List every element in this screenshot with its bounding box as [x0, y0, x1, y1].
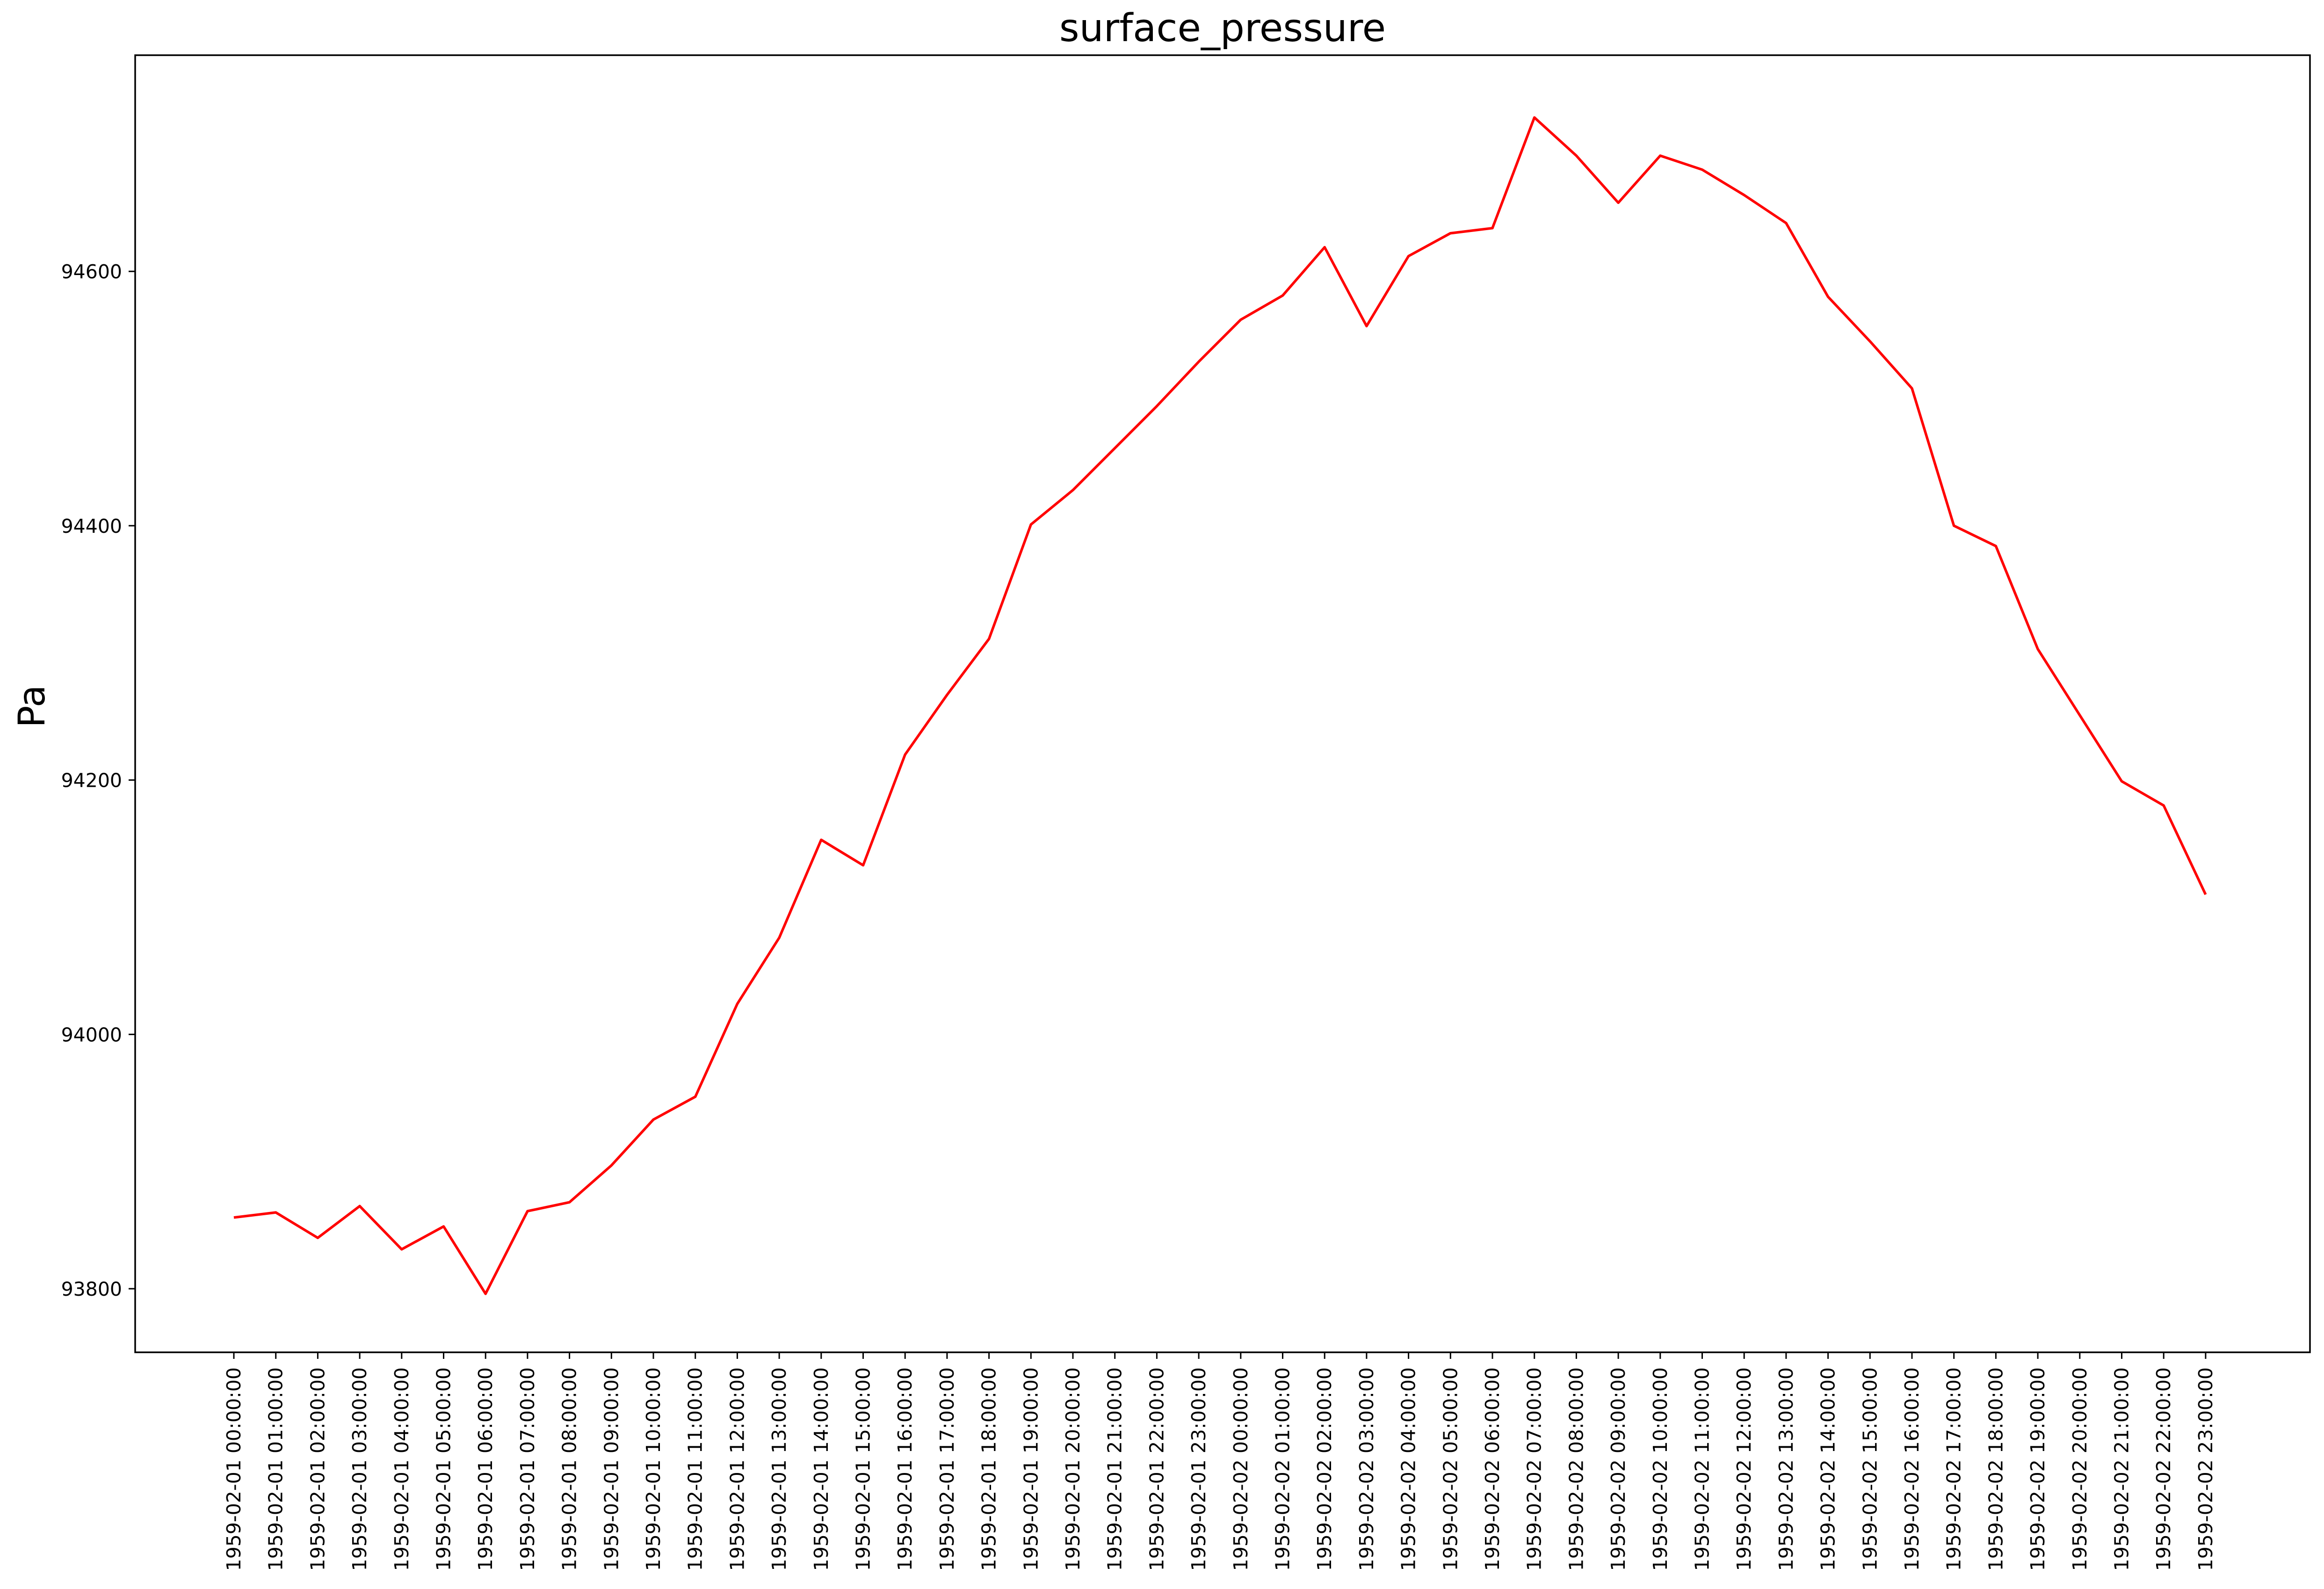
x-tick-label: 1959-02-01 23:00:00	[1187, 1367, 1210, 1571]
x-tick-label: 1959-02-02 08:00:00	[1565, 1367, 1587, 1571]
x-tick-label: 1959-02-02 17:00:00	[1943, 1367, 1965, 1571]
x-tick-label: 1959-02-02 19:00:00	[2027, 1367, 2049, 1571]
x-tick-label: 1959-02-02 21:00:00	[2111, 1367, 2133, 1571]
x-tick-label: 1959-02-01 18:00:00	[978, 1367, 1000, 1571]
x-tick-label: 1959-02-02 14:00:00	[1817, 1367, 1839, 1571]
x-tick-label: 1959-02-01 17:00:00	[936, 1367, 958, 1571]
x-tick-label: 1959-02-02 15:00:00	[1859, 1367, 1881, 1571]
x-tick-label: 1959-02-01 12:00:00	[726, 1367, 748, 1571]
x-tick-label: 1959-02-02 11:00:00	[1691, 1367, 1714, 1571]
x-tick-label: 1959-02-01 06:00:00	[474, 1367, 497, 1571]
x-tick-label: 1959-02-01 16:00:00	[894, 1367, 916, 1571]
series-line	[233, 116, 2207, 1295]
x-tick-label: 1959-02-01 08:00:00	[558, 1367, 581, 1571]
x-tick-label: 1959-02-01 21:00:00	[1104, 1367, 1126, 1571]
x-tick-label: 1959-02-02 07:00:00	[1523, 1367, 1546, 1571]
x-tick-label: 1959-02-02 18:00:00	[1984, 1367, 2007, 1571]
x-tick-label: 1959-02-01 14:00:00	[810, 1367, 833, 1571]
x-tick-label: 1959-02-02 05:00:00	[1439, 1367, 1462, 1571]
x-tick-label: 1959-02-02 04:00:00	[1397, 1367, 1420, 1571]
y-ticks: 93800 94000 94200 94400 94600	[61, 261, 135, 1300]
y-tick-label: 94600	[61, 261, 122, 283]
x-tick-label: 1959-02-01 15:00:00	[852, 1367, 875, 1571]
x-tick-label: 1959-02-02 10:00:00	[1649, 1367, 1672, 1571]
x-tick-label: 1959-02-01 07:00:00	[516, 1367, 539, 1571]
x-tick-label: 1959-02-01 22:00:00	[1145, 1367, 1168, 1571]
y-tick-label: 94200	[61, 769, 122, 792]
plot-frame	[134, 54, 2311, 1353]
x-tick-label: 1959-02-02 23:00:00	[2194, 1367, 2217, 1571]
y-tick-label: 93800	[61, 1278, 122, 1300]
x-tick-label: 1959-02-01 04:00:00	[391, 1367, 413, 1571]
x-tick-label: 1959-02-01 05:00:00	[433, 1367, 455, 1571]
x-tick-label: 1959-02-02 01:00:00	[1272, 1367, 1294, 1571]
x-tick-label: 1959-02-01 10:00:00	[642, 1367, 665, 1571]
x-tick-label: 1959-02-01 20:00:00	[1062, 1367, 1084, 1571]
x-tick-label: 1959-02-02 22:00:00	[2152, 1367, 2175, 1571]
x-tick-label: 1959-02-02 03:00:00	[1355, 1367, 1378, 1571]
x-tick-label: 1959-02-01 19:00:00	[1020, 1367, 1042, 1571]
x-tick-label: 1959-02-01 03:00:00	[348, 1367, 371, 1571]
x-tick-label: 1959-02-01 11:00:00	[684, 1367, 707, 1571]
series-lines	[233, 116, 2207, 1295]
x-tick-label: 1959-02-02 12:00:00	[1733, 1367, 1755, 1571]
y-tick-label: 94400	[61, 515, 122, 537]
chart-title: surface_pressure	[1059, 6, 1386, 51]
x-tick-label: 1959-02-01 02:00:00	[306, 1367, 329, 1571]
x-tick-label: 1959-02-02 09:00:00	[1607, 1367, 1629, 1571]
x-tick-label: 1959-02-01 09:00:00	[600, 1367, 623, 1571]
x-tick-label: 1959-02-02 16:00:00	[1901, 1367, 1923, 1571]
x-tick-label: 1959-02-01 13:00:00	[768, 1367, 790, 1571]
y-tick-label: 94000	[61, 1023, 122, 1046]
x-ticks: 1959-02-01 00:00:00 1959-02-01 01:00:00 19…	[223, 1352, 2217, 1571]
x-tick-label: 1959-02-01 00:00:00	[223, 1367, 245, 1571]
x-tick-label: 1959-02-01 01:00:00	[265, 1367, 287, 1571]
x-tick-label: 1959-02-02 20:00:00	[2069, 1367, 2091, 1571]
x-tick-label: 1959-02-02 13:00:00	[1775, 1367, 1797, 1571]
x-tick-label: 1959-02-02 06:00:00	[1481, 1367, 1504, 1571]
x-tick-label: 1959-02-02 00:00:00	[1230, 1367, 1252, 1571]
x-tick-label: 1959-02-02 02:00:00	[1313, 1367, 1336, 1571]
y-axis-label: Pa	[11, 685, 53, 727]
